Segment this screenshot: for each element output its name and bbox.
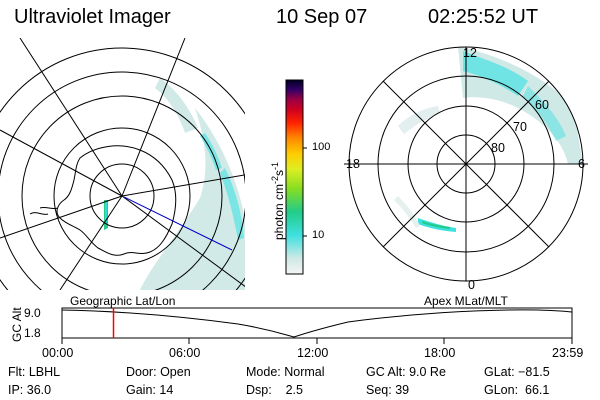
unit-sup-1: -2	[270, 175, 280, 184]
status-door: Door: Open	[126, 365, 191, 379]
ip-value: 36.0	[26, 383, 52, 397]
mlt-label-0: 0	[468, 278, 475, 292]
mode-value: Normal	[284, 365, 325, 379]
status-glon: GLon: 66.1	[484, 383, 549, 397]
colorbar-tick-100: 100	[312, 141, 331, 153]
timeline-xtick-0600: 06:00	[169, 346, 201, 360]
dsp-value: 2.5	[285, 383, 303, 397]
glon-value: 66.1	[525, 383, 550, 397]
door-label: Door:	[126, 365, 157, 379]
timeline-plot	[61, 307, 573, 344]
mlt-label-12: 12	[463, 46, 477, 60]
timeline-xtick-2359: 23:59	[552, 346, 584, 360]
timeline-ytick-bottom: 1.8	[24, 326, 41, 340]
status-dsp: Dsp: 2.5	[246, 383, 303, 397]
status-ip: IP: 36.0	[8, 383, 51, 397]
timeline-ylabel: GC Alt	[10, 307, 24, 342]
ip-label: IP:	[8, 383, 24, 397]
gain-label: Gain:	[126, 383, 156, 397]
mlt-label-6: 6	[578, 157, 585, 171]
seq-value: 39	[395, 383, 410, 397]
glon-label: GLon:	[484, 383, 519, 397]
apex-label: Apex MLat/MLT	[424, 294, 508, 308]
status-mode: Mode: Normal	[246, 365, 325, 379]
colorbar-unit-label: photon cm-2s-1	[270, 162, 286, 240]
timeline-xtick-1200: 12:00	[297, 346, 329, 360]
timeline-ytick-top: 9.0	[24, 306, 41, 320]
aurora-oval	[394, 47, 583, 232]
altitude-curve	[61, 309, 573, 338]
date-label: 10 Sep 07	[276, 6, 368, 28]
continent-outline	[56, 145, 177, 256]
door-value: Open	[160, 365, 191, 379]
flt-label: Flt:	[8, 365, 26, 379]
unit-base: photon cm	[272, 183, 286, 240]
glat-value: −81.5	[518, 365, 550, 379]
mlt-label-18: 18	[346, 157, 360, 171]
geographic-map	[0, 38, 245, 290]
colorbar-tick-10: 10	[312, 229, 325, 241]
unit-sup-2: -1	[270, 161, 280, 170]
satellite-track	[123, 196, 233, 251]
time-label: 02:25:52 UT	[428, 6, 539, 28]
mode-label: Mode:	[246, 365, 281, 379]
mlat-label-70: 70	[513, 120, 527, 134]
gcalt-label: GC Alt:	[366, 365, 406, 379]
gcalt-value: 9.0 Re	[409, 365, 446, 379]
seq-label: Seq:	[366, 383, 392, 397]
status-glat: GLat: −81.5	[484, 365, 550, 379]
gain-value: 14	[159, 383, 174, 397]
status-gain: Gain: 14	[126, 383, 173, 397]
status-seq: Seq: 39	[366, 383, 409, 397]
geographic-label: Geographic Lat/Lon	[70, 294, 176, 308]
unit-mid: s	[272, 169, 286, 176]
polar-plot	[344, 46, 588, 282]
glat-label: GLat:	[484, 365, 515, 379]
colorbar	[285, 79, 307, 275]
mlat-label-60: 60	[535, 98, 549, 112]
flt-value: LBHL	[28, 365, 61, 379]
status-gcalt: GC Alt: 9.0 Re	[366, 365, 446, 379]
dsp-label: Dsp:	[246, 383, 272, 397]
timeline-xtick-1800: 18:00	[424, 346, 456, 360]
aurora-emission	[140, 78, 245, 290]
timeline-xtick-0000: 00:00	[42, 346, 74, 360]
mlat-label-80: 80	[491, 141, 505, 155]
instrument-title: Ultraviolet Imager	[14, 6, 171, 28]
status-flt: Flt: LBHL	[8, 365, 60, 379]
